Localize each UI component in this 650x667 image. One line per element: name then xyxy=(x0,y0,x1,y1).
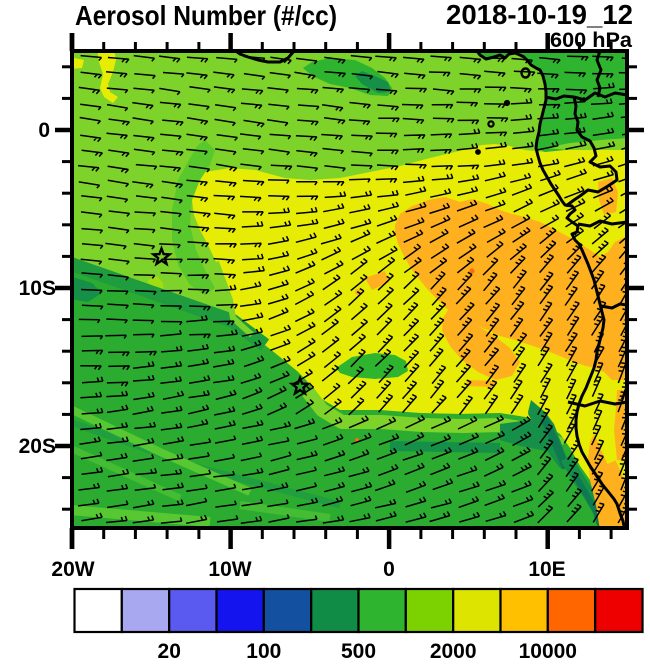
svg-text:0: 0 xyxy=(38,119,50,142)
svg-text:10S: 10S xyxy=(19,277,56,300)
svg-text:600 hPa: 600 hPa xyxy=(550,29,632,52)
svg-text:100: 100 xyxy=(246,640,281,663)
svg-text:10000: 10000 xyxy=(519,640,577,663)
svg-text:2000: 2000 xyxy=(430,640,477,663)
svg-text:20: 20 xyxy=(158,640,181,663)
svg-text:0: 0 xyxy=(383,558,395,581)
svg-text:2018-10-19_12: 2018-10-19_12 xyxy=(446,0,633,30)
svg-text:500: 500 xyxy=(341,640,376,663)
svg-text:10W: 10W xyxy=(208,558,251,581)
svg-text:20W: 20W xyxy=(51,558,94,581)
svg-text:20S: 20S xyxy=(19,435,56,458)
svg-text:10E: 10E xyxy=(528,558,565,581)
svg-text:Aerosol Number (#/cc): Aerosol Number (#/cc) xyxy=(75,0,337,31)
